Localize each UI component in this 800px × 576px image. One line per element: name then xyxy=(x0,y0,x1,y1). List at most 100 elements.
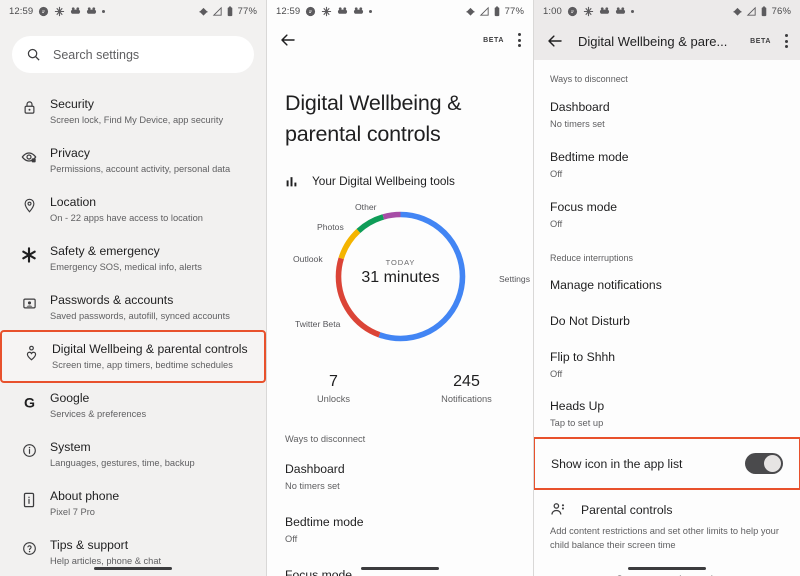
status-bar-right: 77% xyxy=(465,6,524,17)
more-notifications-dot-icon xyxy=(102,9,106,13)
list-item-dashboard[interactable]: Dashboard No timers set xyxy=(534,99,800,131)
search-input[interactable]: Search settings xyxy=(12,36,254,73)
battery-percent: 77% xyxy=(237,5,257,17)
stat-label: Notifications xyxy=(441,394,492,404)
usage-stats: 7 Unlocks 245 Notifications xyxy=(267,373,533,404)
battery-icon xyxy=(227,5,232,16)
beta-badge: BETA xyxy=(483,36,504,44)
search-icon xyxy=(27,48,40,61)
app-bar: Digital Wellbeing & pare... BETA xyxy=(534,22,800,60)
donut-label-settings: Settings xyxy=(498,274,530,284)
donut-slice-other xyxy=(335,211,466,342)
sidebar-item-privacy[interactable]: Privacy Permissions, account activity, p… xyxy=(0,136,266,185)
signal-icon xyxy=(479,6,489,16)
sidebar-item-location[interactable]: Location On - 22 apps have access to loc… xyxy=(0,185,266,234)
gesture-nav-bar[interactable] xyxy=(628,566,706,570)
overflow-menu-icon[interactable] xyxy=(785,34,788,48)
list-item-bedtime-mode[interactable]: Bedtime mode Off xyxy=(534,149,800,181)
battery-percent: 77% xyxy=(504,5,524,17)
list-item-do-not-disturb[interactable]: Do Not Disturb xyxy=(534,313,800,330)
status-time: 12:59 xyxy=(9,5,34,17)
status-bar-right: 77% xyxy=(198,6,257,17)
item-title: Safety & emergency xyxy=(50,244,160,258)
question-circle-icon xyxy=(14,537,44,556)
item-title: Manage notifications xyxy=(550,278,662,292)
status-bar-right: 76% xyxy=(732,6,791,17)
sidebar-item-system[interactable]: System Languages, gestures, time, backup xyxy=(0,430,266,479)
app-bar: BETA xyxy=(267,22,533,58)
item-title: Flip to Shhh xyxy=(550,350,616,364)
item-subtitle: Help articles, phone & chat xyxy=(50,556,162,566)
item-title: Dashboard xyxy=(550,100,610,114)
sidebar-item-passwords-accounts[interactable]: Passwords & accounts Saved passwords, au… xyxy=(0,283,266,332)
location-pin-icon xyxy=(14,194,44,213)
chat-icon xyxy=(39,6,49,16)
settings-list: Security Screen lock, Find My Device, ap… xyxy=(0,87,266,576)
item-title: Security xyxy=(50,97,95,111)
back-arrow-icon[interactable] xyxy=(546,32,564,50)
show-icon-in-app-list-row[interactable]: Show icon in the app list xyxy=(534,437,800,490)
asterisk-safety-icon xyxy=(14,243,44,263)
item-subtitle: Tap to set up xyxy=(550,418,604,428)
setup-parental-controls-link[interactable]: Set up parental controls xyxy=(534,574,800,576)
hash-app-icon xyxy=(55,6,65,16)
section-label-ways-to-disconnect: Ways to disconnect xyxy=(550,74,628,84)
list-item-manage-notifications[interactable]: Manage notifications xyxy=(534,277,800,294)
item-title: System xyxy=(50,440,91,454)
game-controller-icon xyxy=(599,6,609,14)
sidebar-item-tips-support[interactable]: Tips & support Help articles, phone & ch… xyxy=(0,528,266,576)
donut-slice-twitter-beta xyxy=(335,211,466,342)
list-item-flip-to-shhh[interactable]: Flip to Shhh Off xyxy=(534,349,800,381)
item-subtitle: No timers set xyxy=(285,481,340,491)
stat-unlocks[interactable]: 7 Unlocks xyxy=(267,373,400,404)
hash-app-icon xyxy=(583,6,593,16)
donut-label-twitter-beta: Twitter Beta xyxy=(295,319,341,329)
bar-chart-icon xyxy=(286,176,297,186)
sidebar-item-google[interactable]: G Google Services & preferences xyxy=(0,381,266,430)
item-title: Privacy xyxy=(50,146,90,160)
sidebar-item-security[interactable]: Security Screen lock, Find My Device, ap… xyxy=(0,87,266,136)
screen-time-donut-chart[interactable]: TODAY 31 minutes Settings Twitter Beta O… xyxy=(267,194,533,359)
more-notifications-dot-icon xyxy=(630,9,634,13)
lock-icon xyxy=(14,96,44,115)
list-item-heads-up[interactable]: Heads Up Tap to set up xyxy=(534,398,800,430)
battery-icon xyxy=(761,5,766,16)
item-title: Bedtime mode xyxy=(285,515,364,529)
status-time: 12:59 xyxy=(276,5,301,17)
gesture-nav-bar[interactable] xyxy=(94,566,172,570)
show-icon-toggle-switch[interactable] xyxy=(745,453,783,474)
gesture-nav-bar[interactable] xyxy=(361,566,439,570)
parental-controls-description: Add content restrictions and set other l… xyxy=(550,526,779,550)
sidebar-item-digital-wellbeing[interactable]: Digital Wellbeing & parental controls Sc… xyxy=(0,330,266,383)
battery-icon xyxy=(494,5,499,16)
status-bar-left: 1:00 xyxy=(543,6,634,17)
item-title: Passwords & accounts xyxy=(50,293,174,307)
wifi-icon xyxy=(198,7,208,16)
chat-icon xyxy=(306,6,316,16)
item-subtitle: On - 22 apps have access to location xyxy=(50,213,203,223)
item-subtitle: Languages, gestures, time, backup xyxy=(50,458,195,468)
stat-notifications[interactable]: 245 Notifications xyxy=(400,373,533,404)
parental-controls-icon xyxy=(551,503,565,515)
toggle-knob xyxy=(764,455,781,472)
eye-privacy-icon xyxy=(14,145,44,165)
item-subtitle: Off xyxy=(550,169,563,179)
item-title: Heads Up xyxy=(550,399,605,413)
svg-text:G: G xyxy=(23,395,34,411)
item-title: Dashboard xyxy=(285,462,345,476)
item-title: Bedtime mode xyxy=(550,150,629,164)
list-item-focus-mode[interactable]: Focus mode xyxy=(267,567,533,576)
overflow-menu-icon[interactable] xyxy=(518,33,521,47)
sidebar-item-about-phone[interactable]: About phone Pixel 7 Pro xyxy=(0,479,266,528)
battery-percent: 76% xyxy=(771,5,791,17)
game-controller-icon-2 xyxy=(87,6,97,14)
google-g-icon: G xyxy=(14,390,44,411)
list-item-dashboard[interactable]: Dashboard No timers set xyxy=(267,461,533,493)
list-item-bedtime-mode[interactable]: Bedtime mode Off xyxy=(267,514,533,546)
item-title: Digital Wellbeing & parental controls xyxy=(52,342,248,356)
list-item-focus-mode[interactable]: Focus mode Off xyxy=(534,199,800,231)
back-arrow-icon[interactable] xyxy=(279,31,297,49)
sidebar-item-safety-emergency[interactable]: Safety & emergency Emergency SOS, medica… xyxy=(0,234,266,283)
parental-controls-header: Parental controls xyxy=(534,501,800,518)
